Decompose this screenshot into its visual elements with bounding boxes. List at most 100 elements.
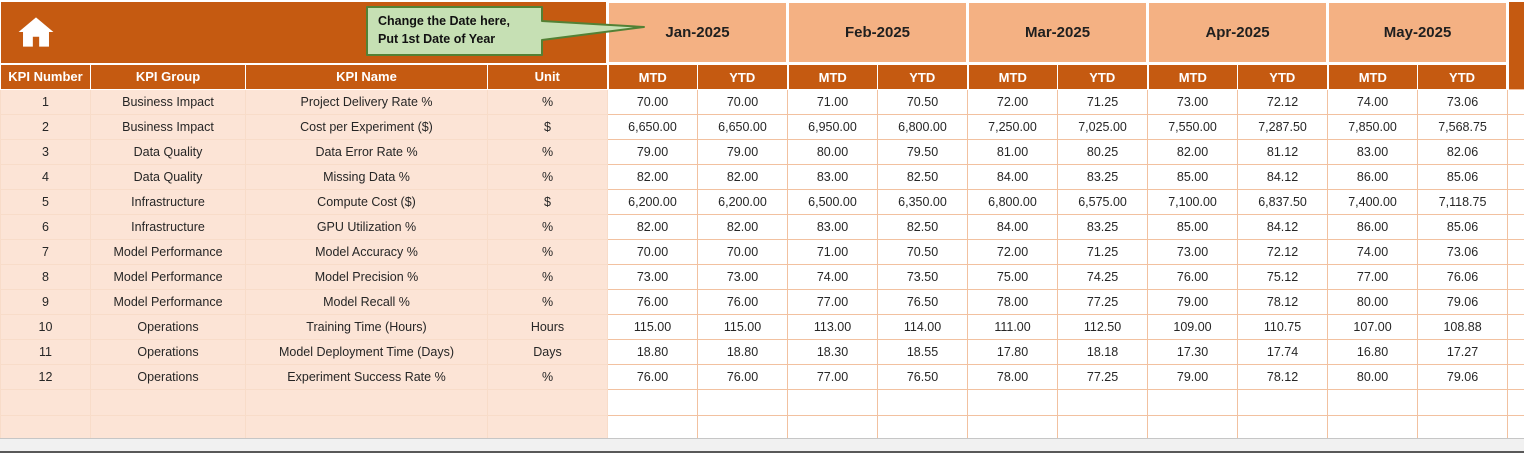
kpi-value-cell[interactable]: 112.50	[1057, 314, 1149, 340]
kpi-value-cell[interactable]: 70.00	[697, 239, 788, 265]
kpi-value-cell[interactable]: 7,250.00	[967, 114, 1059, 140]
kpi-value-cell[interactable]: 109.00	[1147, 314, 1239, 340]
empty-cell[interactable]	[1057, 389, 1149, 416]
kpi-name-cell[interactable]: Cost per Experiment ($)	[245, 114, 488, 140]
empty-cell[interactable]	[1237, 389, 1329, 416]
kpi-value-cell[interactable]: 78.00	[967, 364, 1059, 390]
kpi-value-cell[interactable]: 77.25	[1057, 364, 1149, 390]
kpi-value-cell[interactable]: 18.80	[697, 339, 788, 365]
kpi-group-cell[interactable]: Operations	[90, 339, 246, 365]
kpi-value-cell[interactable]: 79.06	[1417, 364, 1509, 390]
kpi-unit-cell[interactable]: %	[487, 139, 608, 165]
kpi-number-cell[interactable]: 11	[0, 339, 91, 365]
kpi-value-cell[interactable]: 110.75	[1237, 314, 1329, 340]
empty-cell[interactable]	[607, 389, 698, 416]
kpi-value-cell[interactable]: 6,200.00	[697, 189, 788, 215]
kpi-group-cell[interactable]: Model Performance	[90, 264, 246, 290]
kpi-value-cell[interactable]: 84.00	[967, 214, 1059, 240]
kpi-value-cell[interactable]: 76.50	[876, 289, 969, 315]
empty-cell[interactable]	[876, 389, 969, 416]
kpi-value-cell[interactable]: 79.00	[697, 139, 788, 165]
empty-cell[interactable]	[967, 415, 1059, 442]
empty-cell[interactable]	[876, 415, 969, 442]
kpi-value-cell[interactable]: 81.00	[967, 139, 1059, 165]
empty-cell[interactable]	[967, 389, 1059, 416]
kpi-value-cell[interactable]: 71.00	[787, 239, 878, 265]
kpi-value-cell[interactable]: 79.00	[1147, 364, 1239, 390]
horizontal-scrollbar[interactable]	[0, 438, 1524, 451]
kpi-value-cell[interactable]: 76.06	[1417, 264, 1509, 290]
empty-cell[interactable]	[90, 389, 246, 416]
kpi-value-cell[interactable]: 77.00	[787, 289, 878, 315]
kpi-number-cell[interactable]: 9	[0, 289, 91, 315]
kpi-value-cell[interactable]: 7,287.50	[1237, 114, 1329, 140]
kpi-unit-cell[interactable]: %	[487, 289, 608, 315]
kpi-name-cell[interactable]: Experiment Success Rate %	[245, 364, 488, 390]
kpi-group-cell[interactable]: Business Impact	[90, 89, 246, 115]
kpi-value-cell[interactable]: 114.00	[876, 314, 969, 340]
empty-cell[interactable]	[607, 415, 698, 442]
empty-cell[interactable]	[0, 389, 91, 416]
kpi-value-cell[interactable]: 72.12	[1237, 239, 1329, 265]
kpi-value-cell[interactable]: 17.27	[1417, 339, 1509, 365]
kpi-value-cell[interactable]: 79.00	[1147, 289, 1239, 315]
kpi-number-cell[interactable]: 2	[0, 114, 91, 140]
kpi-value-cell[interactable]: 6,575.00	[1057, 189, 1149, 215]
empty-cell[interactable]	[1327, 389, 1419, 416]
kpi-value-cell[interactable]: 74.00	[787, 264, 878, 290]
kpi-value-cell[interactable]: 17.30	[1147, 339, 1239, 365]
kpi-value-cell[interactable]: 84.12	[1237, 214, 1329, 240]
kpi-value-cell[interactable]: 6,350.00	[876, 189, 969, 215]
kpi-value-cell[interactable]: 79.00	[607, 139, 698, 165]
kpi-value-cell[interactable]: 70.00	[607, 89, 698, 115]
kpi-unit-cell[interactable]: Days	[487, 339, 608, 365]
kpi-value-cell[interactable]: 7,025.00	[1057, 114, 1149, 140]
kpi-value-cell[interactable]: 7,100.00	[1147, 189, 1239, 215]
kpi-number-cell[interactable]: 4	[0, 164, 91, 190]
empty-cell[interactable]	[787, 389, 878, 416]
kpi-value-cell[interactable]: 73.00	[607, 264, 698, 290]
kpi-value-cell[interactable]: 78.12	[1237, 289, 1329, 315]
kpi-value-cell[interactable]: 82.00	[697, 214, 788, 240]
kpi-value-cell[interactable]: 73.06	[1417, 89, 1509, 115]
kpi-value-cell[interactable]: 76.00	[607, 364, 698, 390]
kpi-value-cell[interactable]: 73.50	[876, 264, 969, 290]
kpi-value-cell[interactable]: 82.00	[1147, 139, 1239, 165]
kpi-value-cell[interactable]: 18.80	[607, 339, 698, 365]
kpi-value-cell[interactable]: 75.00	[967, 264, 1059, 290]
kpi-value-cell[interactable]: 76.50	[876, 364, 969, 390]
kpi-name-cell[interactable]: Training Time (Hours)	[245, 314, 488, 340]
kpi-unit-cell[interactable]: %	[487, 264, 608, 290]
kpi-value-cell[interactable]: 6,800.00	[967, 189, 1059, 215]
kpi-number-cell[interactable]: 10	[0, 314, 91, 340]
kpi-value-cell[interactable]: 82.50	[876, 214, 969, 240]
kpi-value-cell[interactable]: 7,568.75	[1417, 114, 1509, 140]
empty-cell[interactable]	[487, 415, 608, 442]
kpi-value-cell[interactable]: 79.50	[876, 139, 969, 165]
kpi-value-cell[interactable]: 74.00	[1327, 89, 1419, 115]
kpi-unit-cell[interactable]: %	[487, 164, 608, 190]
kpi-name-cell[interactable]: Compute Cost ($)	[245, 189, 488, 215]
kpi-value-cell[interactable]: 82.50	[876, 164, 969, 190]
kpi-value-cell[interactable]: 76.00	[697, 364, 788, 390]
kpi-value-cell[interactable]: 70.50	[876, 239, 969, 265]
kpi-value-cell[interactable]: 6,650.00	[607, 114, 698, 140]
kpi-name-cell[interactable]: GPU Utilization %	[245, 214, 488, 240]
empty-cell[interactable]	[487, 389, 608, 416]
empty-cell[interactable]	[697, 389, 788, 416]
kpi-value-cell[interactable]: 80.00	[1327, 289, 1419, 315]
kpi-value-cell[interactable]: 84.00	[967, 164, 1059, 190]
kpi-value-cell[interactable]: 82.06	[1417, 139, 1509, 165]
kpi-group-cell[interactable]: Operations	[90, 364, 246, 390]
kpi-value-cell[interactable]: 76.00	[607, 289, 698, 315]
kpi-group-cell[interactable]: Model Performance	[90, 239, 246, 265]
kpi-value-cell[interactable]: 77.25	[1057, 289, 1149, 315]
kpi-value-cell[interactable]: 79.06	[1417, 289, 1509, 315]
kpi-value-cell[interactable]: 17.80	[967, 339, 1059, 365]
kpi-value-cell[interactable]: 18.18	[1057, 339, 1149, 365]
kpi-value-cell[interactable]: 85.00	[1147, 214, 1239, 240]
kpi-name-cell[interactable]: Missing Data %	[245, 164, 488, 190]
kpi-number-cell[interactable]: 12	[0, 364, 91, 390]
kpi-value-cell[interactable]: 80.00	[787, 139, 878, 165]
kpi-value-cell[interactable]: 7,118.75	[1417, 189, 1509, 215]
